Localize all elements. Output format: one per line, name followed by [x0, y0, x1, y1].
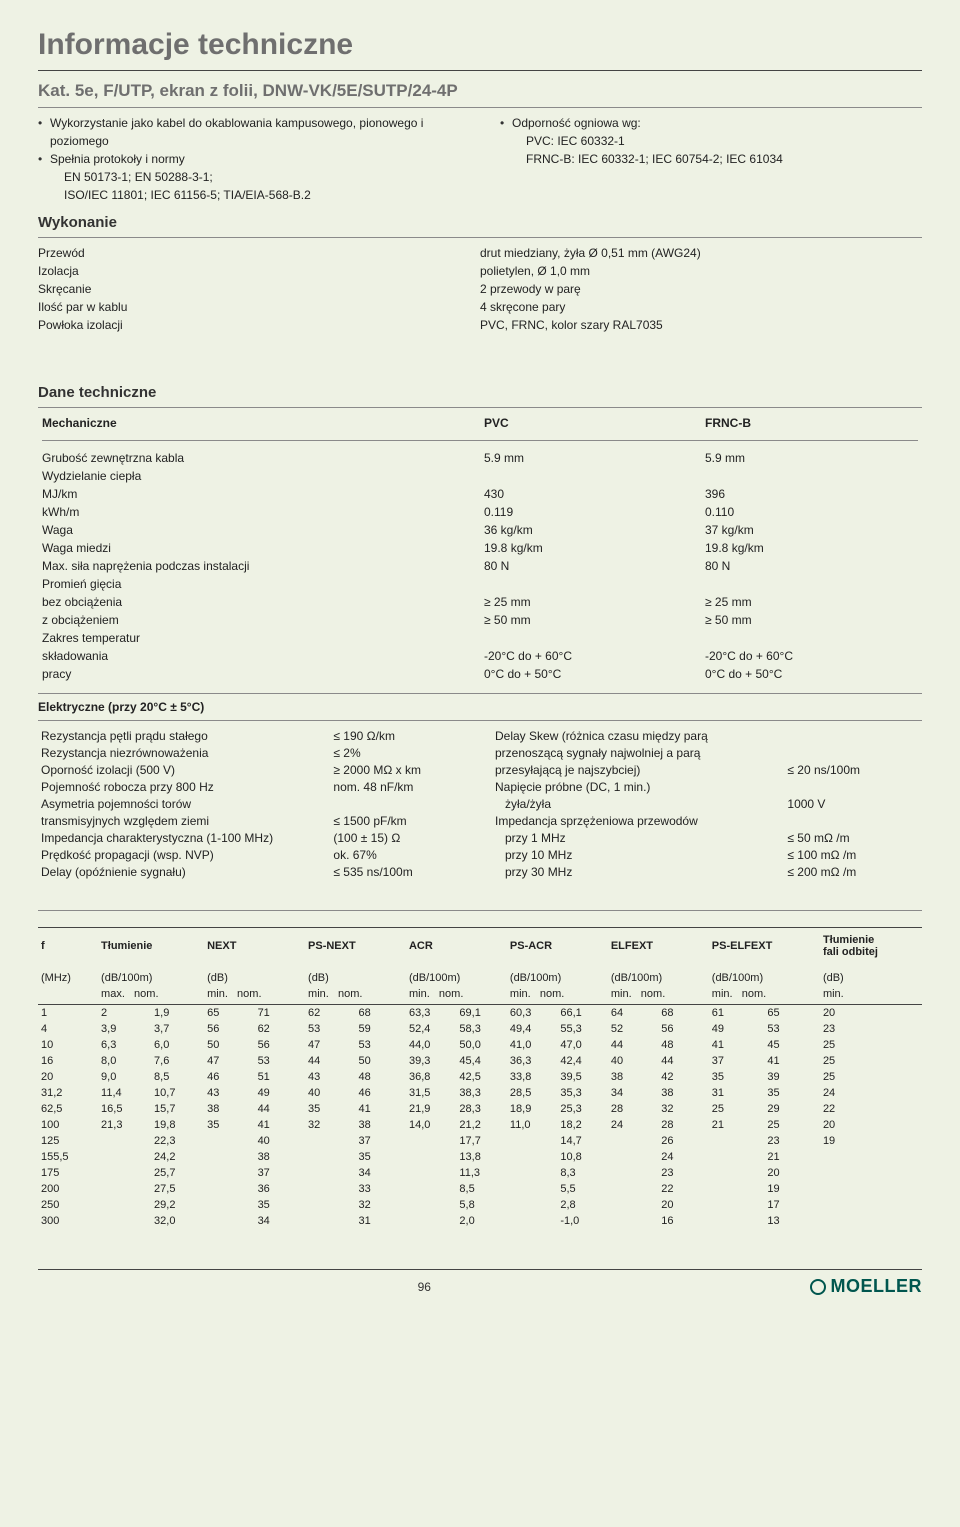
brand-logo: MOELLER [810, 1276, 922, 1297]
table-row: Delay (opóźnienie sygnału)≤ 535 ns/100m [38, 863, 468, 880]
table-row: 10021,319,83541323814,021,211,018,224282… [38, 1117, 922, 1133]
table-row: 168,07,64753445039,345,436,342,440443741… [38, 1053, 922, 1069]
table-row: Powłoka izolacjiPVC, FRNC, kolor szary R… [38, 316, 922, 334]
intro-columns: Wykorzystanie jako kabel do okablowania … [38, 114, 922, 204]
page-footer: 96 MOELLER [38, 1269, 922, 1297]
bullet-subline: ISO/IEC 11801; IEC 61156-5; TIA/EIA-568-… [50, 186, 460, 204]
table-row: Delay Skew (różnica czasu między parą [492, 727, 922, 744]
bullets-left: Wykorzystanie jako kabel do okablowania … [38, 114, 460, 204]
table-row: przy 10 MHz≤ 100 mΩ /m [492, 846, 922, 863]
table-row: transmisyjnych względem ziemi≤ 1500 pF/k… [38, 812, 468, 829]
elec-right-table: Delay Skew (różnica czasu między parąprz… [492, 727, 922, 880]
table-row: 121,96571626863,369,160,366,16468616520 [38, 1005, 922, 1022]
table-row: 62,516,515,73844354121,928,318,925,32832… [38, 1101, 922, 1117]
divider [38, 693, 922, 694]
bullet-item: Spełnia protokoły i normyEN 50173-1; EN … [38, 150, 460, 204]
table-row: Rezystancja niezrównoważenia≤ 2% [38, 744, 468, 761]
table-row: Max. siła naprężenia podczas instalacji8… [38, 557, 922, 575]
table-row: przenoszącą sygnały najwolniej a parą [492, 744, 922, 761]
table-row: 20027,536338,55,52219 [38, 1181, 922, 1197]
table-row: żyła/żyła1000 V [492, 795, 922, 812]
table-row: MJ/km430396 [38, 485, 922, 503]
table-row: pracy0°C do + 50°C0°C do + 50°C [38, 665, 922, 683]
table-row: 209,08,54651434836,842,533,839,538423539… [38, 1069, 922, 1085]
logo-ring-icon [810, 1279, 826, 1295]
dane-title: Dane techniczne [38, 384, 922, 401]
main-attenuation-table: fTłumienieNEXTPS-NEXTACRPS-ACRELFEXTPS-E… [38, 927, 922, 1229]
table-row: Prędkość propagacji (wsp. NVP)ok. 67% [38, 846, 468, 863]
table-row: Izolacjapolietylen, Ø 1,0 mm [38, 262, 922, 280]
bullet-subline: PVC: IEC 60332-1 [512, 132, 922, 150]
table-row: 106,36,05056475344,050,041,047,044484145… [38, 1037, 922, 1053]
table-row: 30032,034312,0-1,01613 [38, 1213, 922, 1229]
table-row: Rezystancja pętli prądu stałego≤ 190 Ω/k… [38, 727, 468, 744]
divider [38, 107, 922, 108]
logo-text: MOELLER [830, 1276, 922, 1297]
elec-left-table: Rezystancja pętli prądu stałego≤ 190 Ω/k… [38, 727, 468, 880]
table-row: Grubość zewnętrzna kabla5.9 mm5.9 mm [38, 449, 922, 467]
table-row: przy 30 MHz≤ 200 mΩ /m [492, 863, 922, 880]
divider [38, 70, 922, 71]
table-row: składowania-20°C do + 60°C-20°C do + 60°… [38, 647, 922, 665]
table-row: Impedancja charakterystyczna (1-100 MHz)… [38, 829, 468, 846]
table-row: Pojemność robocza przy 800 Hznom. 48 nF/… [38, 778, 468, 795]
bullet-item: Odporność ogniowa wg:PVC: IEC 60332-1FRN… [500, 114, 922, 168]
elec-title: Elektryczne (przy 20°C ± 5°C) [38, 700, 922, 714]
table-row: 25029,235325,82,82017 [38, 1197, 922, 1213]
wykonanie-title: Wykonanie [38, 214, 922, 231]
divider [38, 910, 922, 911]
table-row: Impedancja sprzężeniowa przewodów [492, 812, 922, 829]
table-row: Asymetria pojemności torów [38, 795, 468, 812]
table-row: przesyłającą je najszybciej)≤ 20 ns/100m [492, 761, 922, 778]
table-row: Ilość par w kablu4 skręcone pary [38, 298, 922, 316]
elec-block: Rezystancja pętli prądu stałego≤ 190 Ω/k… [38, 727, 922, 880]
divider [38, 720, 922, 721]
table-row: 31,211,410,74349404631,538,328,535,33438… [38, 1085, 922, 1101]
table-row: kWh/m0.1190.110 [38, 503, 922, 521]
table-row: Waga miedzi19.8 kg/km19.8 kg/km [38, 539, 922, 557]
table-row: Promień gięcia [38, 575, 922, 593]
table-row: 12522,3403717,714,7262319 [38, 1133, 922, 1149]
table-row: przy 1 MHz≤ 50 mΩ /m [492, 829, 922, 846]
table-row: Zakres temperatur [38, 629, 922, 647]
table-row: Przewóddrut miedziany, żyła Ø 0,51 mm (A… [38, 244, 922, 262]
table-row: Oporność izolacji (500 V)≥ 2000 MΩ x km [38, 761, 468, 778]
table-row: 155,524,2383513,810,82421 [38, 1149, 922, 1165]
table-row: Waga36 kg/km37 kg/km [38, 521, 922, 539]
bullet-subline: FRNC-B: IEC 60332-1; IEC 60754-2; IEC 61… [512, 150, 922, 168]
table-row: 17525,7373411,38,32320 [38, 1165, 922, 1181]
bullet-item: Wykorzystanie jako kabel do okablowania … [38, 114, 460, 150]
wykonanie-table: Przewóddrut miedziany, żyła Ø 0,51 mm (A… [38, 244, 922, 334]
divider [38, 407, 922, 408]
page-subtitle: Kat. 5e, F/UTP, ekran z folii, DNW-VK/5E… [38, 81, 922, 101]
bullet-subline: EN 50173-1; EN 50288-3-1; [50, 168, 460, 186]
table-row: bez obciążenia≥ 25 mm≥ 25 mm [38, 593, 922, 611]
table-row: Napięcie próbne (DC, 1 min.) [492, 778, 922, 795]
page-title: Informacje techniczne [38, 28, 922, 62]
table-row: Skręcanie2 przewody w parę [38, 280, 922, 298]
table-row: Wydzielanie ciepła [38, 467, 922, 485]
bullets-right: Odporność ogniowa wg:PVC: IEC 60332-1FRN… [500, 114, 922, 168]
divider [38, 237, 922, 238]
table-row: 43,93,75662535952,458,349,455,3525649532… [38, 1021, 922, 1037]
table-row: z obciążeniem≥ 50 mm≥ 50 mm [38, 611, 922, 629]
page-number: 96 [418, 1280, 431, 1294]
mech-table: MechanicznePVCFRNC-BGrubość zewnętrzna k… [38, 414, 922, 683]
